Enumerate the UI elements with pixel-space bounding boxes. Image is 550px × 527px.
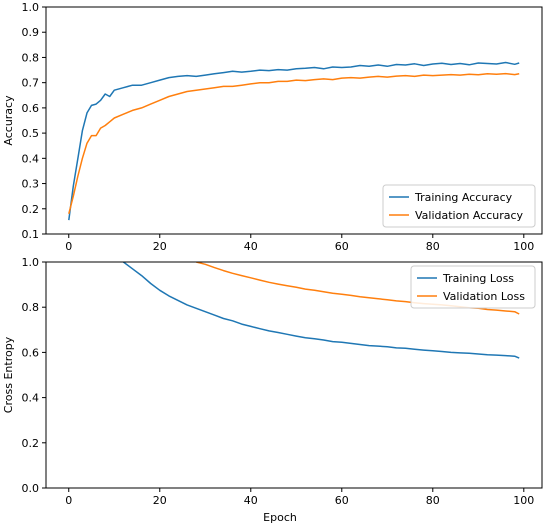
loss-x-tick-label: 40 [244,494,258,507]
accuracy-y-tick-label: 0.5 [22,127,40,140]
accuracy-legend-label: Validation Accuracy [415,209,524,222]
loss-legend-label: Validation Loss [443,290,525,303]
loss-y-axis-label: Cross Entropy [2,336,15,413]
accuracy-x-tick-label: 40 [244,240,258,253]
accuracy-y-tick-label: 0.7 [22,77,40,90]
accuracy-y-tick-label: 0.4 [22,152,40,165]
loss-y-tick-label: 0.4 [22,392,40,405]
accuracy-axes-frame [45,6,543,235]
accuracy-legend-label: Training Accuracy [414,191,513,204]
accuracy-x-tick-label: 100 [513,240,534,253]
loss-x-tick-label: 20 [153,494,167,507]
accuracy-y-tick-label: 0.6 [22,102,40,115]
accuracy-legend: Training Accuracy Validation Accuracy [382,184,536,228]
accuracy-y-axis-label: Accuracy [2,95,15,146]
accuracy-series-line-2 [68,72,520,214]
accuracy-legend-box [382,184,536,228]
loss-series-line-1 [122,262,520,359]
accuracy-x-tick-label: 20 [153,240,167,253]
accuracy-subplot: 0 20 40 60 80 100 0.1 0.2 0.3 0.4 0.5 0.6 0.7 0.8 0.9 1… [2,1,543,253]
accuracy-y-tick-label: 0.9 [22,26,40,39]
loss-x-tick-label: 80 [426,494,440,507]
accuracy-x-tick-label: 80 [426,240,440,253]
loss-x-tick-label: 60 [335,494,349,507]
loss-x-tick-label: 100 [513,494,534,507]
loss-legend: Training Loss Validation Loss [410,265,536,309]
loss-y-tick-label: 0.2 [22,437,40,450]
accuracy-y-tick-label: 0.2 [22,203,40,216]
accuracy-y-tick-label: 0.8 [22,51,40,64]
accuracy-ticks: 0 20 40 60 80 100 0.1 0.2 0.3 0.4 0.5 0.6 0.7 0.8 0.9 1… [22,1,535,253]
accuracy-y-tick-label: 0.1 [22,228,40,241]
loss-subplot: 0 20 40 60 80 100 0.0 0.2 0.4 0.6 0.8 1.0 Cross Ent… [2,256,543,524]
loss-x-tick-label: 0 [65,494,72,507]
loss-ticks: 0 20 40 60 80 100 0.0 0.2 0.4 0.6 0.8 1.0 [22,256,535,507]
loss-legend-label: Training Loss [442,272,514,285]
loss-x-axis-label: Epoch [263,511,297,524]
accuracy-x-tick-label: 0 [65,240,72,253]
accuracy-y-tick-label: 0.3 [22,178,40,191]
loss-y-tick-label: 0.6 [22,346,40,359]
accuracy-y-tick-label: 1.0 [22,1,40,14]
loss-y-tick-label: 0.0 [22,482,40,495]
loss-y-tick-label: 1.0 [22,256,40,269]
loss-y-tick-label: 0.8 [22,301,40,314]
loss-axes-frame [45,261,543,489]
loss-legend-box [410,265,536,309]
accuracy-series-layer [68,61,520,221]
accuracy-series-line-1 [68,61,520,221]
accuracy-x-tick-label: 60 [335,240,349,253]
